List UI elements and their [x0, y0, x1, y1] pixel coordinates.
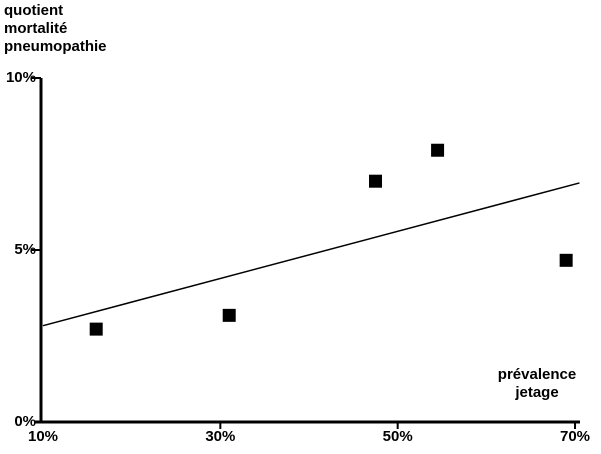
y-tick-label: 10%	[5, 69, 36, 86]
trend-line	[42, 182, 580, 327]
data-point-marker	[369, 174, 383, 188]
x-tick-label: 70%	[560, 428, 591, 445]
x-tick-label: 10%	[27, 428, 59, 445]
y-axis-title-line-3: pneumopathie	[4, 38, 107, 55]
data-point-marker	[89, 322, 103, 336]
x-tick-label: 30%	[205, 428, 236, 445]
y-tick-label: 5%	[14, 241, 36, 258]
x-axis-title-line-2: jetage	[515, 384, 559, 401]
x-axis-title-line-1: prévalence	[497, 366, 577, 383]
x-tick-label: 50%	[382, 428, 413, 445]
y-axis-title-line-1: quotient	[4, 2, 64, 19]
data-point-marker	[559, 253, 573, 267]
y-axis-title: quotient mortalité pneumopathie	[4, 2, 107, 56]
y-axis-title-line-2: mortalité	[4, 20, 68, 37]
data-point-marker	[431, 143, 445, 157]
y-tick-label: 0%	[14, 413, 36, 430]
data-point-marker	[222, 308, 236, 322]
x-axis-title: prévalence jetage	[492, 366, 582, 402]
